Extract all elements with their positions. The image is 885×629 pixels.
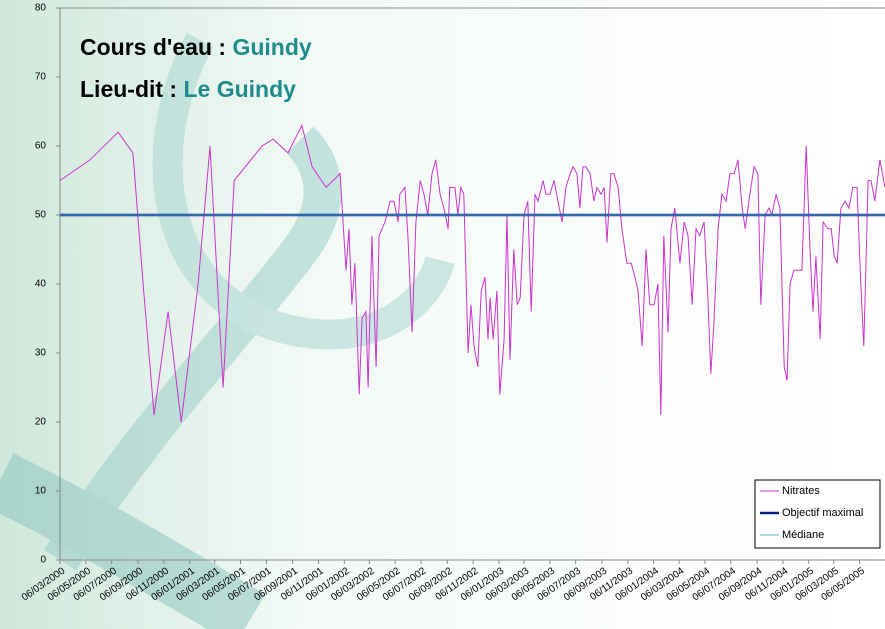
- y-tick-label: 60: [35, 141, 47, 152]
- data-line: [59, 123, 885, 423]
- y-tick-label: 40: [35, 279, 47, 290]
- y-tick-label: 50: [35, 210, 47, 221]
- y-tick-label: 20: [35, 417, 47, 428]
- title-value: Guindy: [232, 34, 311, 60]
- title-line: Lieu-dit : Le Guindy: [80, 76, 296, 102]
- y-tick-label: 80: [35, 3, 47, 14]
- legend-label: Objectif maximal: [782, 507, 863, 519]
- y-tick-label: 30: [35, 348, 47, 359]
- title-label: Cours d'eau :: [80, 34, 226, 60]
- title-label: Lieu-dit :: [80, 76, 177, 102]
- y-tick-label: 10: [35, 486, 47, 497]
- y-tick-label: 0: [40, 555, 46, 566]
- y-tick-label: 70: [35, 72, 47, 83]
- legend-label: Médiane: [782, 529, 824, 541]
- legend-label: Nitrates: [782, 485, 820, 497]
- title-value: Le Guindy: [183, 76, 296, 102]
- title-line: Cours d'eau : Guindy: [80, 34, 312, 60]
